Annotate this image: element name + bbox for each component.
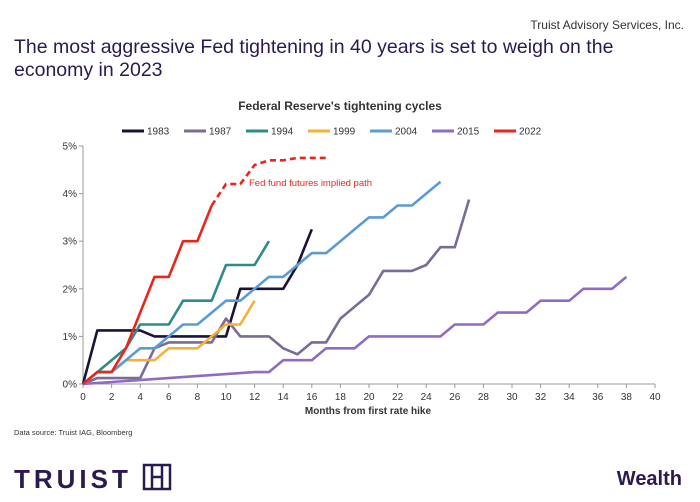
annotation-label: Fed fund futures implied path: [249, 178, 372, 189]
chart-title: Federal Reserve's tightening cycles: [238, 99, 442, 113]
x-tick-label: 28: [478, 392, 490, 403]
x-tick-label: 36: [592, 392, 604, 403]
x-tick-label: 2: [109, 392, 115, 403]
y-tick-label: 3%: [63, 237, 78, 248]
division-label: Wealth: [616, 468, 682, 490]
source-note: Data source: Truist IAG, Bloomberg: [14, 428, 133, 437]
series-line-1983: [81, 228, 314, 385]
x-tick-label: 38: [621, 392, 633, 403]
x-tick-label: 6: [166, 392, 172, 403]
series-line-2022: [82, 205, 213, 385]
chart: Federal Reserve's tightening cycles 1983…: [63, 99, 661, 417]
org-name: Truist Advisory Services, Inc.: [530, 18, 684, 32]
x-tick-label: 32: [535, 392, 547, 403]
series-line-2015: [82, 275, 628, 386]
x-tick-label: 4: [137, 392, 143, 403]
y-tick-label: 1%: [63, 332, 78, 343]
legend-label-1983: 1983: [147, 127, 170, 138]
x-tick-label: 30: [506, 392, 518, 403]
brand-wordmark: TRUIST: [14, 464, 132, 494]
legend-label-2022: 2022: [519, 127, 542, 138]
legend-label-1994: 1994: [271, 127, 294, 138]
series-line-1987: [82, 199, 471, 386]
y-tick-label: 5%: [63, 142, 78, 153]
truist-monogram-icon: [142, 462, 172, 497]
legend-label-2004: 2004: [395, 127, 418, 138]
y-tick-label: 2%: [63, 284, 78, 295]
x-tick-label: 34: [564, 392, 576, 403]
x-tick-label: 16: [306, 392, 318, 403]
x-tick-label: 26: [449, 392, 461, 403]
legend-label-1999: 1999: [333, 127, 356, 138]
x-tick-label: 8: [195, 392, 201, 403]
x-tick-label: 24: [421, 392, 433, 403]
x-tick-label: 20: [363, 392, 375, 403]
x-tick-label: 14: [278, 392, 290, 403]
brand-logo: TRUIST: [14, 462, 172, 497]
x-tick-label: 10: [220, 392, 232, 403]
x-tick-label: 22: [392, 392, 404, 403]
x-tick-label: 40: [649, 392, 661, 403]
series-line-2004: [82, 180, 442, 385]
chart-series: [81, 156, 628, 386]
x-tick-label: 18: [335, 392, 347, 403]
chart-axes: 0%1%2%3%4%5%0 2 4 6 8 10 12 14 16 18 20 22 24 26 28 30 3…: [63, 142, 661, 404]
x-axis-label: Months from first rate hike: [305, 406, 432, 417]
legend-label-1987: 1987: [209, 127, 232, 138]
chart-legend: 1983 1987 1994 1999 2004 2015 2022: [122, 127, 542, 138]
legend-label-2015: 2015: [457, 127, 480, 138]
headline: The most aggressive Fed tightening in 40…: [14, 36, 614, 81]
x-tick-label: 12: [249, 392, 261, 403]
y-tick-label: 0%: [63, 380, 78, 391]
series-line-1994: [82, 240, 271, 385]
x-tick-label: 0: [80, 392, 86, 403]
y-tick-label: 4%: [63, 189, 78, 200]
series-projection-2022: [210, 156, 327, 207]
